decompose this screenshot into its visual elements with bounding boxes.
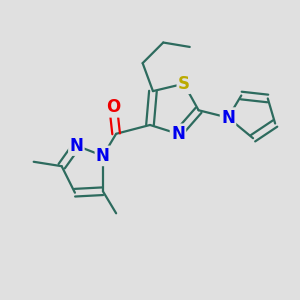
Text: N: N bbox=[70, 136, 83, 154]
Text: N: N bbox=[96, 147, 110, 165]
Text: O: O bbox=[106, 98, 120, 116]
Text: S: S bbox=[178, 75, 190, 93]
Text: N: N bbox=[171, 125, 185, 143]
Text: N: N bbox=[221, 109, 235, 127]
